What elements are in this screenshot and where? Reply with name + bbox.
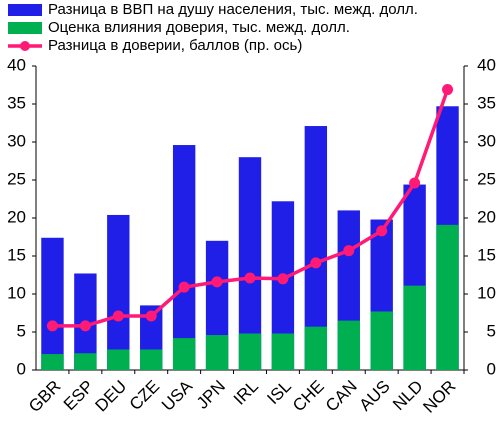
bar xyxy=(107,349,130,370)
y-tick-label: 5 xyxy=(17,321,26,340)
bar xyxy=(370,311,393,370)
legend-label: Оценка влияния доверия, тыс. межд. долл. xyxy=(48,19,350,36)
y2-tick-label: 20 xyxy=(477,207,496,226)
x-tick-label: AUS xyxy=(356,377,394,415)
point xyxy=(211,276,223,288)
point xyxy=(112,310,124,322)
x-tick-label: IRL xyxy=(230,377,262,409)
x-tick-label: CAN xyxy=(322,377,361,416)
y-tick-label: 25 xyxy=(7,169,26,188)
x-tick-label: DEU xyxy=(91,377,130,416)
point xyxy=(277,273,289,285)
x-tick-label: ESP xyxy=(60,377,97,414)
y2-tick-label: 0 xyxy=(487,359,496,378)
bar xyxy=(271,333,295,370)
point xyxy=(79,320,91,332)
x-tick-label: CZE xyxy=(126,377,163,414)
bar xyxy=(172,338,196,370)
legend-swatch xyxy=(8,22,42,34)
y-tick-label: 20 xyxy=(7,207,26,226)
bar xyxy=(107,214,130,370)
bar xyxy=(436,224,459,370)
x-tick-label: NOR xyxy=(419,377,459,417)
point xyxy=(343,245,355,257)
bar xyxy=(238,333,262,370)
y-tick-label: 15 xyxy=(7,245,26,264)
x-tick-label: USA xyxy=(158,376,197,415)
x-tick-label: GBR xyxy=(25,377,64,416)
y2-tick-label: 40 xyxy=(477,55,496,74)
point xyxy=(409,177,421,189)
bar xyxy=(403,285,426,370)
y2-tick-label: 5 xyxy=(487,321,496,340)
point xyxy=(310,257,322,269)
legend-marker xyxy=(20,41,30,51)
y2-tick-label: 30 xyxy=(477,131,496,150)
bar xyxy=(41,237,64,370)
bar xyxy=(238,157,262,370)
y-tick-label: 40 xyxy=(7,55,26,74)
legend-swatch xyxy=(8,4,42,16)
bar xyxy=(271,201,295,370)
x-tick-label: NLD xyxy=(389,377,426,414)
bar xyxy=(304,326,328,370)
bar xyxy=(172,145,196,370)
y-tick-label: 0 xyxy=(17,359,26,378)
y-tick-label: 10 xyxy=(7,283,26,302)
legend-label: Разница в доверии, баллов (пр. ось) xyxy=(48,37,302,54)
x-tick-label: CHE xyxy=(289,377,328,416)
y2-tick-label: 10 xyxy=(477,283,496,302)
point xyxy=(244,272,256,284)
y-tick-label: 35 xyxy=(7,93,26,112)
y-tick-label: 30 xyxy=(7,131,26,150)
point xyxy=(376,225,388,237)
point xyxy=(178,281,190,293)
y2-tick-label: 35 xyxy=(477,93,496,112)
bar xyxy=(304,126,328,370)
y2-tick-label: 15 xyxy=(477,245,496,264)
y2-tick-label: 25 xyxy=(477,169,496,188)
point xyxy=(145,310,157,322)
x-tick-label: JPN xyxy=(193,377,229,413)
legend-label: Разница в ВВП на душу населения, тыс. ме… xyxy=(48,1,418,18)
bar xyxy=(140,349,163,370)
bar xyxy=(74,353,97,370)
bar xyxy=(337,320,360,370)
point xyxy=(442,84,454,96)
bar xyxy=(205,335,229,370)
point xyxy=(46,320,58,332)
bar xyxy=(41,354,64,370)
